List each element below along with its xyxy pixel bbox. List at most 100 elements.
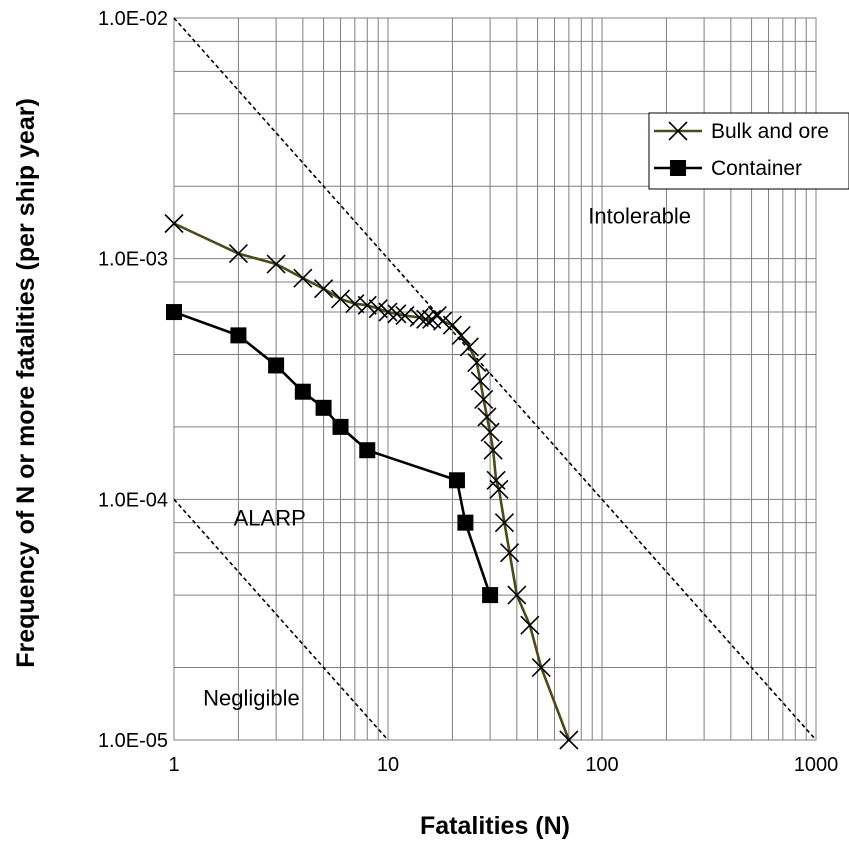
square-marker — [268, 357, 285, 374]
series-line — [173, 310, 492, 596]
x-marker — [531, 657, 551, 678]
x-marker-stroke — [433, 311, 453, 331]
x-marker-stroke — [470, 371, 490, 391]
reference-line — [173, 17, 817, 741]
square-marker — [332, 418, 349, 435]
legend-label: Container — [711, 157, 802, 180]
square-marker — [482, 587, 499, 604]
x-marker-stroke — [486, 470, 506, 490]
square-marker — [315, 399, 332, 416]
x-tick-label: 100 — [585, 754, 618, 776]
x-marker — [559, 730, 579, 750]
square-marker — [294, 383, 311, 400]
x-axis-title: Fatalities (N) — [420, 812, 570, 840]
x-marker-stroke — [531, 657, 551, 678]
x-marker-stroke — [459, 337, 479, 357]
x-marker-stroke — [507, 585, 527, 605]
x-marker-stroke — [520, 615, 540, 635]
x-marker — [480, 422, 500, 442]
x-marker — [470, 371, 490, 391]
x-marker-stroke — [416, 309, 436, 329]
x-marker-stroke — [266, 254, 286, 274]
y-tick-label: 1.0E-04 — [98, 489, 168, 511]
square-marker — [457, 514, 474, 531]
x-marker-stroke — [474, 389, 494, 410]
y-tick-label: 1.0E-05 — [98, 730, 168, 752]
region-labels: Intolerable ALARP Negligible — [203, 203, 691, 710]
x-marker — [357, 295, 377, 315]
y-tick-label: 1.0E-03 — [98, 249, 168, 271]
x-marker — [409, 307, 429, 327]
x-marker — [500, 543, 520, 563]
x-marker-stroke — [422, 309, 442, 329]
x-marker — [387, 304, 407, 324]
x-marker — [164, 213, 184, 234]
x-marker-stroke — [451, 325, 471, 345]
x-marker-stroke — [477, 407, 497, 427]
x-marker-stroke — [467, 353, 487, 373]
square-marker — [166, 304, 182, 321]
x-marker — [266, 254, 286, 274]
x-marker — [368, 299, 388, 319]
x-marker-stroke — [559, 730, 579, 750]
x-marker-stroke — [494, 513, 514, 533]
x-marker-stroke — [368, 299, 388, 319]
x-marker — [433, 311, 453, 331]
series-line — [173, 222, 571, 741]
x-marker-stroke — [409, 307, 429, 327]
x-marker-stroke — [387, 304, 407, 324]
square-marker — [448, 472, 465, 489]
x-marker — [459, 337, 479, 357]
region-label: Negligible — [203, 686, 300, 711]
x-marker — [483, 440, 503, 460]
x-marker — [442, 315, 462, 335]
x-marker — [293, 268, 313, 288]
x-marker — [520, 615, 540, 635]
y-axis-title: Frequency of N or more fatalities (per s… — [12, 98, 40, 668]
reference-lines — [173, 17, 817, 741]
tick-labels: 1 10 100 1000 1.0E-02 1.0E-03 1.0E-04 1.0E-05 — [98, 8, 838, 776]
x-marker-stroke — [314, 279, 334, 299]
x-marker — [378, 302, 398, 322]
x-marker-stroke — [500, 543, 520, 563]
x-marker-stroke — [483, 440, 503, 460]
x-marker — [330, 289, 351, 309]
x-marker-stroke — [228, 244, 248, 264]
x-marker-stroke — [480, 422, 500, 442]
x-tick-label: 10 — [377, 754, 399, 776]
x-marker — [467, 353, 487, 373]
x-marker — [494, 513, 514, 533]
reference-line — [173, 498, 389, 741]
legend-label: Bulk and ore — [711, 120, 829, 143]
x-tick-label: 1 — [168, 754, 179, 776]
x-marker — [416, 309, 436, 329]
region-label: ALARP — [234, 505, 306, 530]
square-marker — [230, 327, 247, 344]
x-marker-stroke — [378, 302, 398, 322]
x-marker-stroke — [345, 294, 365, 314]
x-marker — [477, 407, 497, 427]
x-marker — [489, 479, 509, 499]
x-marker-stroke — [442, 315, 462, 335]
x-marker-stroke — [293, 268, 313, 288]
x-marker-stroke — [164, 213, 184, 234]
x-marker — [507, 585, 527, 605]
x-marker-stroke — [668, 121, 688, 141]
legend: Bulk and ore Container — [648, 112, 849, 190]
series-layer — [164, 213, 579, 750]
square-marker — [359, 442, 376, 459]
x-marker-stroke — [330, 289, 351, 309]
x-marker-stroke — [489, 479, 509, 499]
x-marker — [474, 389, 494, 410]
square-marker — [670, 160, 686, 176]
y-tick-label: 1.0E-02 — [98, 8, 168, 30]
x-marker — [451, 325, 471, 345]
x-marker — [345, 294, 365, 314]
region-label: Intolerable — [588, 203, 691, 228]
x-marker — [228, 244, 248, 264]
x-tick-label: 1000 — [794, 754, 839, 776]
x-marker — [668, 121, 688, 141]
x-marker — [314, 279, 334, 299]
x-marker-stroke — [357, 295, 377, 315]
